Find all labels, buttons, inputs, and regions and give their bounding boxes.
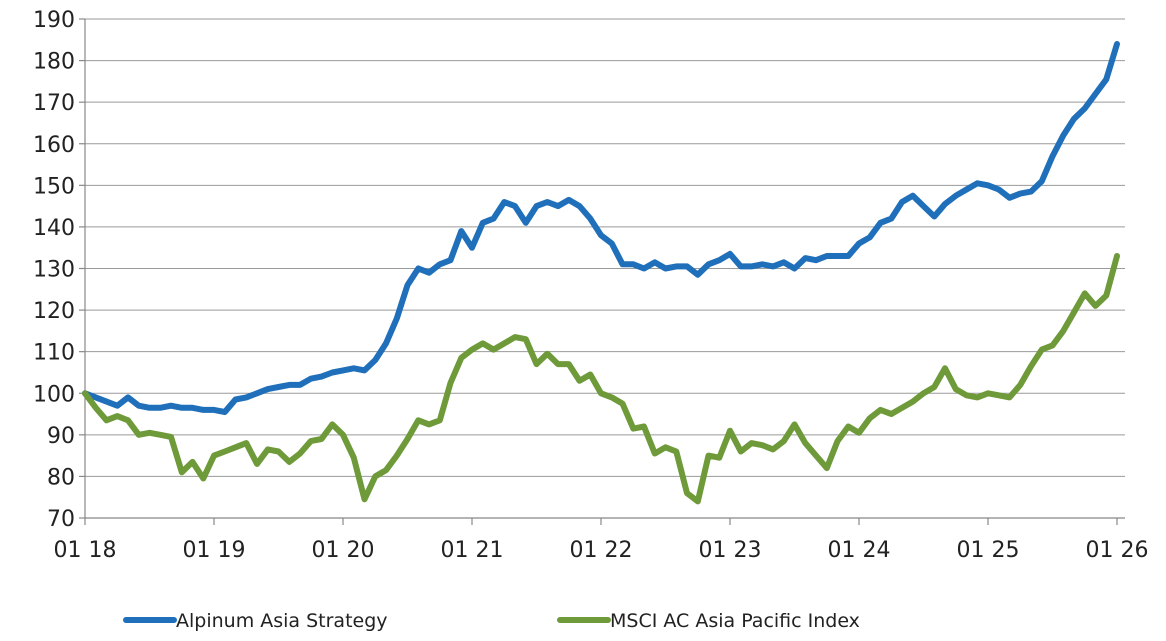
x-tick-label: 01 24 [828, 538, 891, 563]
y-tick-label: 190 [33, 8, 75, 33]
y-tick-label: 80 [47, 465, 75, 490]
x-axis-ticks: 01 18 01 19 01 20 01 21 01 22 01 23 01 24 01 25… [54, 518, 1149, 563]
x-tick-label: 01 22 [570, 538, 633, 563]
x-tick-label: 01 18 [54, 538, 117, 563]
y-tick-label: 160 [33, 133, 75, 158]
y-tick-label: 90 [47, 424, 75, 449]
y-tick-label: 120 [33, 299, 75, 324]
series-layer [82, 41, 1120, 505]
y-tick-label: 180 [33, 50, 75, 75]
y-axis-ticks: 70 80 90 100 110 120 130 140 150 160 170 180 190 [33, 8, 85, 532]
gridlines [85, 18, 1125, 477]
legend-label: Alpinum Asia Strategy [176, 610, 388, 632]
series-line-msci-ac-asia-pacific [82, 253, 1120, 505]
x-tick-label: 01 19 [183, 538, 246, 563]
series-line-alpinum-asia-strategy [82, 41, 1120, 415]
x-tick-label: 01 23 [699, 538, 762, 563]
legend: Alpinum Asia Strategy MSCI AC Asia Pacifi… [123, 610, 860, 632]
legend-item: MSCI AC Asia Pacific Index [557, 610, 860, 632]
y-tick-label: 110 [33, 341, 75, 366]
y-tick-label: 140 [33, 216, 75, 241]
x-tick-label: 01 26 [1086, 538, 1149, 563]
legend-label: MSCI AC Asia Pacific Index [610, 610, 860, 632]
x-tick-label: 01 20 [312, 538, 375, 563]
y-tick-label: 170 [33, 91, 75, 116]
y-tick-label: 150 [33, 174, 75, 199]
y-tick-label: 130 [33, 258, 75, 283]
y-tick-label: 70 [47, 507, 75, 532]
legend-item: Alpinum Asia Strategy [123, 610, 388, 632]
x-tick-label: 01 21 [441, 538, 504, 563]
x-tick-label: 01 25 [957, 538, 1020, 563]
y-tick-label: 100 [33, 382, 75, 407]
